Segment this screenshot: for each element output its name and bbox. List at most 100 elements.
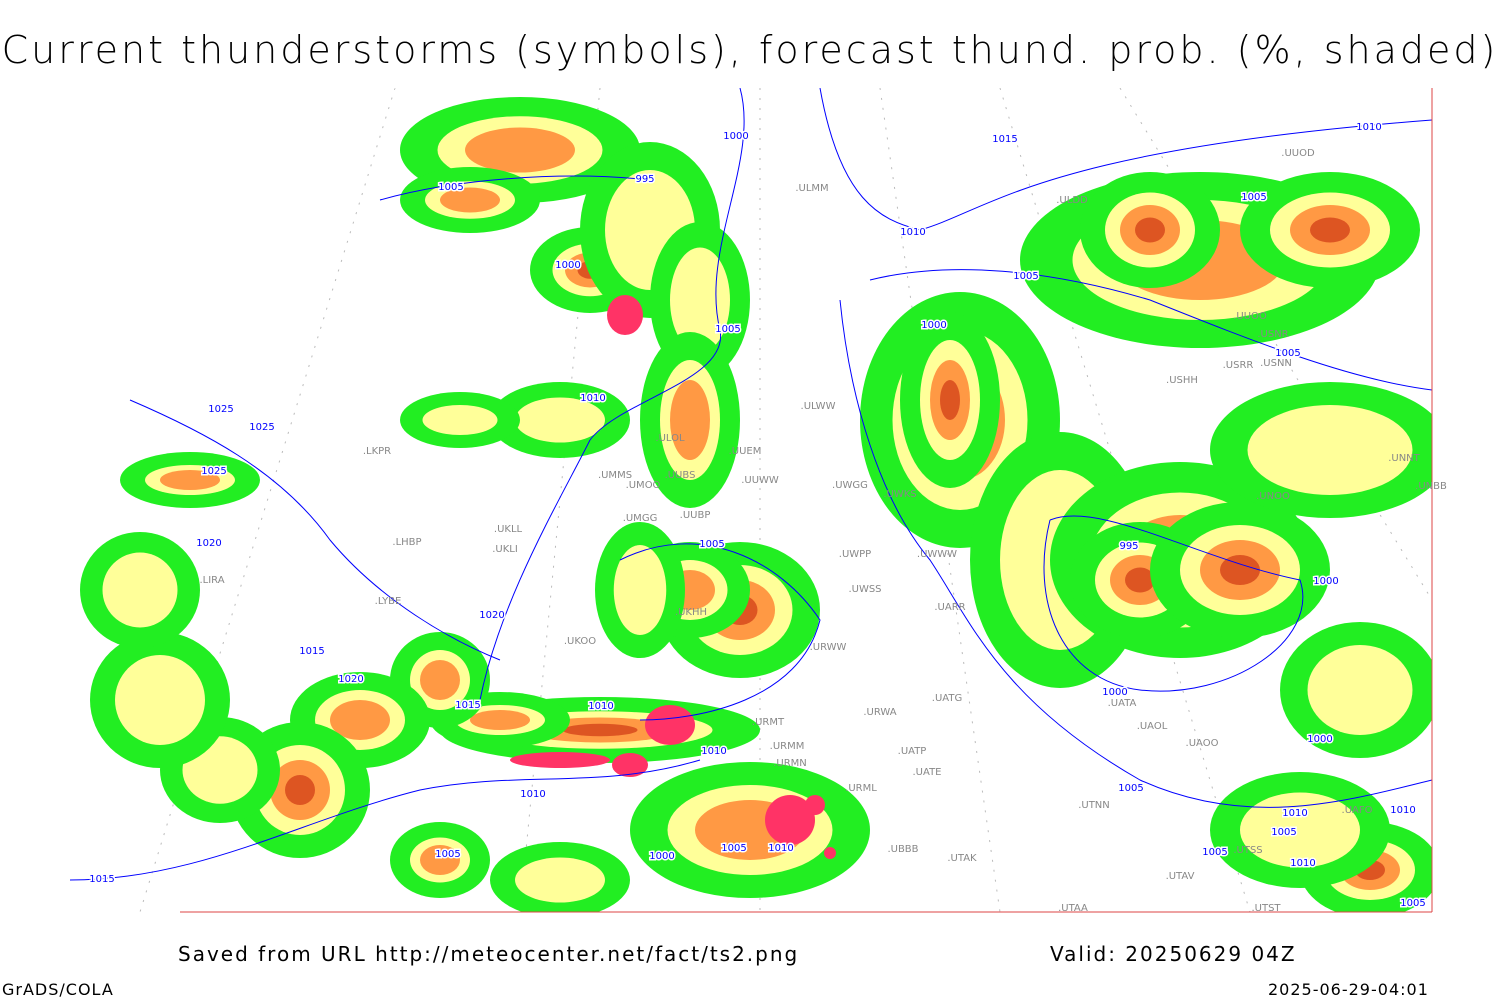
station-label: .LYBE [375,596,402,607]
station-label: .UKOO [564,636,596,647]
isobar-lines [69,88,1432,881]
station-label: .UMGG [623,513,658,524]
thunderstorm-symbol [612,753,648,777]
isobar-label: 1015 [992,134,1017,145]
thunderstorm-symbol [765,795,815,845]
probability-area [1247,405,1413,495]
thunderstorm-symbol [805,795,825,815]
station-label: .UTAA [1058,903,1088,914]
station-label: .UMMS [598,470,632,481]
isobar [819,88,1432,231]
station-label: .ULDD [1056,195,1088,206]
station-label: .UKLI [492,544,518,555]
isobar-label: 1000 [1307,734,1332,745]
station-label: .UTSS [1233,845,1262,856]
station-label: .UUBS [665,470,696,481]
station-label: .UATE [913,767,942,778]
station-label: .UUWW [741,475,779,486]
station-label: .UWPP [839,549,871,560]
isobar-label: 1000 [1102,687,1127,698]
probability-area [940,380,960,420]
probability-area [1307,645,1413,735]
isobar-label: 995 [1119,541,1138,552]
station-label: .UATP [898,746,927,757]
isobar [379,175,651,201]
probability-area [420,660,460,700]
isobar-label: 995 [635,174,654,185]
isobar-label: 1005 [1013,271,1038,282]
isobar [619,543,821,721]
station-label: .UWWW [917,549,957,560]
probability-area [1220,555,1260,585]
station-label: .ULOL [655,433,685,444]
probability-area [440,187,500,213]
thunderstorm-symbol [824,847,836,859]
station-label: .URWW [810,642,847,653]
station-label: .USNN [1260,358,1292,369]
isobar-label: 1005 [435,849,460,860]
station-label: .URWA [863,707,896,718]
station-label: .ULMM [795,183,828,194]
station-label: .LIRA [199,575,224,586]
station-label: .URMN [773,758,807,769]
isobar-label: 1020 [479,610,504,621]
isobar-labels: 1000 1015 1010 995 1005 1010 1005 1000 1005 1000 1… [88,121,1427,911]
probability-area [330,700,390,740]
map-title: Current thunderstorms (symbols), forecas… [1,28,1499,72]
isobar-label: 1015 [455,700,480,711]
isobar-label: 1005 [1400,898,1425,909]
isobar [479,88,745,701]
isobar-label: 1025 [249,422,274,433]
station-label: .URML [845,783,877,794]
isobar-label: 1010 [900,227,925,238]
isobar-label: 1005 [1271,827,1296,838]
station-label: .USHH [1166,375,1198,386]
station-label: .UUOO [1233,311,1267,322]
station-label: .USNR [1257,329,1288,340]
station-label: .UTNN [1078,800,1110,811]
probability-area [115,655,205,745]
isobar-label: 1005 [1241,192,1266,203]
isobar-label: 1000 [921,320,946,331]
isobar-label: 1000 [555,260,580,271]
isobar-label: 1025 [201,466,226,477]
station-label: .UAFO [1342,805,1373,816]
station-label: .UWGG [832,480,868,491]
station-label: .UATG [932,693,962,704]
valid-time-text: Valid: 20250629 04Z [1050,942,1297,966]
isobar-label: 1010 [1390,805,1415,816]
station-label: .UTAV [1166,871,1195,882]
station-label: .URMT [752,717,785,728]
station-label: .UNOO [1256,491,1290,502]
probability-area [1125,567,1155,593]
isobar-label: 1010 [1290,858,1315,869]
isobar-label: 1020 [338,674,363,685]
isobar-label: 1005 [438,182,463,193]
isobar-label: 1005 [1275,348,1300,359]
isobar [1043,515,1304,692]
isobar-label: 1010 [588,701,613,712]
station-label: .UNNT [1388,453,1420,464]
isobar-label: 1000 [649,851,674,862]
isobar-label: 1015 [299,646,324,657]
station-label: .LKPR [363,446,391,457]
station-label: .UTST [1251,903,1281,914]
probability-area [102,552,178,628]
station-label: .UWKS [883,489,916,500]
probability-area [613,545,667,635]
isobar [129,399,501,661]
station-label: .UAOL [1137,721,1168,732]
probability-area [1310,217,1350,243]
probability-area [285,775,315,805]
probability-area [1240,792,1360,868]
probability-area [1135,217,1165,243]
station-labels: .ULMM .ULDD .UUOD .ULOL .UUEM .UUWW .UMMS.UMOO… [199,148,1447,914]
probability-area [670,380,710,460]
isobar-label: 1025 [208,404,233,415]
isobar-label: 1010 [701,746,726,757]
probability-area [470,710,530,730]
thunderstorm-symbol [510,752,610,768]
station-label: .UBBB [887,844,918,855]
probability-area [160,470,220,490]
probability-area [515,397,605,443]
